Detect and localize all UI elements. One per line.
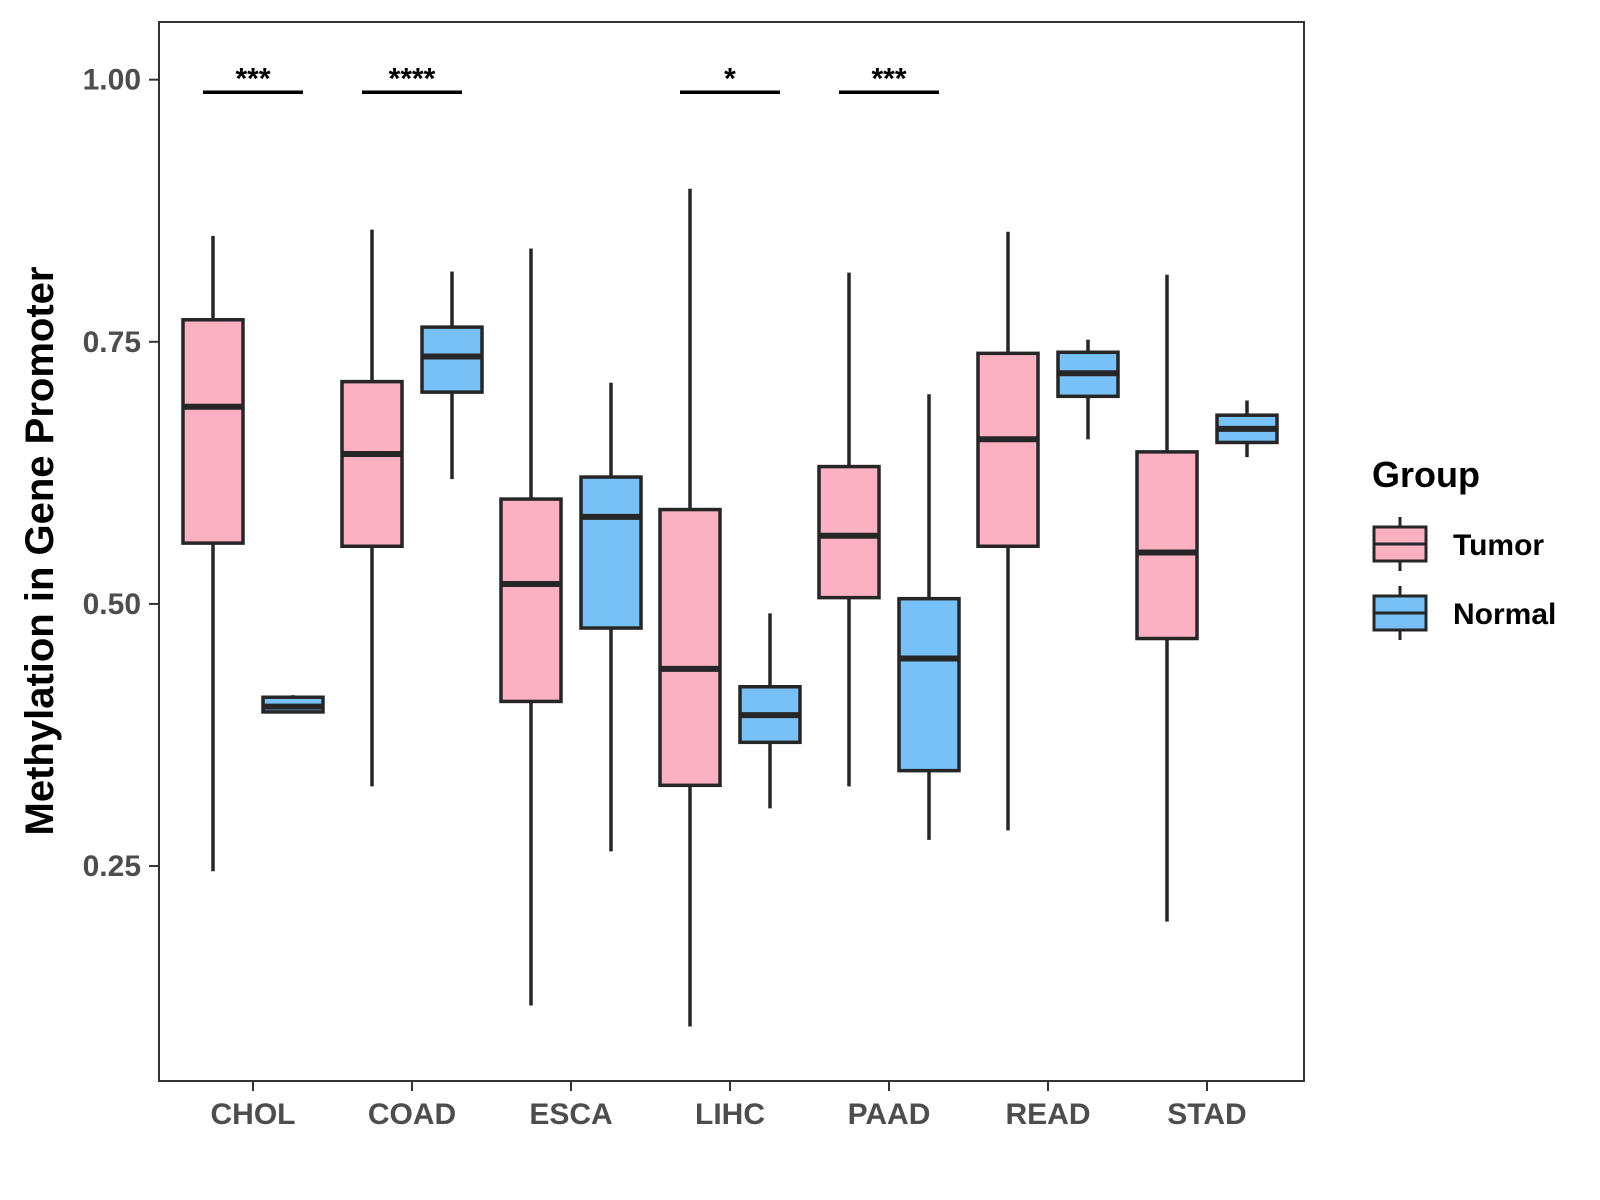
significance-annotations: *** **** * *** [203, 62, 939, 95]
box-tumor-coad [340, 229, 404, 787]
x-tick-label-stad: STAD [1167, 1098, 1246, 1131]
box-body [976, 351, 1040, 549]
significance-label: * [724, 62, 736, 95]
legend-entries: Tumor Normal [1372, 517, 1556, 640]
box-tumor-chol [181, 235, 245, 872]
x-tick-label-paad: PAAD [848, 1098, 931, 1131]
legend-title: Group [1372, 454, 1480, 495]
x-tick-label-esca: ESCA [529, 1098, 612, 1131]
box-body [1135, 450, 1199, 641]
y-tick-label: 0.25 [83, 850, 141, 883]
y-tick-label: 1.00 [83, 64, 141, 97]
box-tumor-read [976, 231, 1040, 831]
box-normal-paad [897, 394, 961, 840]
box-body [817, 464, 881, 600]
significance-label: *** [871, 62, 906, 95]
legend-entry-tumor: Tumor [1372, 517, 1544, 571]
x-tick-label-read: READ [1005, 1098, 1090, 1131]
box-series [181, 188, 1279, 1027]
box-tumor-paad [817, 272, 881, 787]
box-normal-lihc [738, 613, 802, 809]
box-normal-stad [1215, 400, 1279, 458]
legend-label: Tumor [1453, 529, 1544, 562]
box-body [499, 497, 563, 704]
x-tick-label-coad: COAD [368, 1098, 456, 1131]
box-body [420, 325, 484, 394]
plot-panel [158, 21, 1305, 1082]
box-normal-chol [261, 695, 325, 714]
box-tumor-lihc [658, 188, 722, 1027]
significance-label: **** [389, 62, 436, 95]
box-body [340, 379, 404, 549]
y-axis: 0.25 0.50 0.75 1.00 [83, 64, 159, 883]
box-normal-read [1056, 339, 1120, 440]
y-axis-title: Methylation in Gene Promoter [18, 267, 62, 836]
box-normal-coad [420, 271, 484, 480]
y-tick-label: 0.75 [83, 326, 141, 359]
x-tick-label-chol: CHOL [211, 1098, 296, 1131]
x-tick-label-lihc: LIHC [695, 1098, 765, 1131]
legend-entry-normal: Normal [1372, 586, 1556, 640]
box-normal-esca [579, 382, 643, 852]
box-tumor-stad [1135, 274, 1199, 922]
y-tick-label: 0.50 [83, 588, 141, 621]
box-body [658, 507, 722, 788]
significance-label: *** [235, 62, 270, 95]
legend: Group Tumor Normal [1372, 454, 1556, 640]
legend-label: Normal [1453, 598, 1556, 631]
box-body [181, 318, 245, 545]
box-body [579, 475, 643, 630]
x-axis: CHOL COAD ESCA LIHC PAAD READ STAD [211, 1081, 1247, 1131]
box-tumor-esca [499, 248, 563, 1006]
box-body [897, 596, 961, 773]
